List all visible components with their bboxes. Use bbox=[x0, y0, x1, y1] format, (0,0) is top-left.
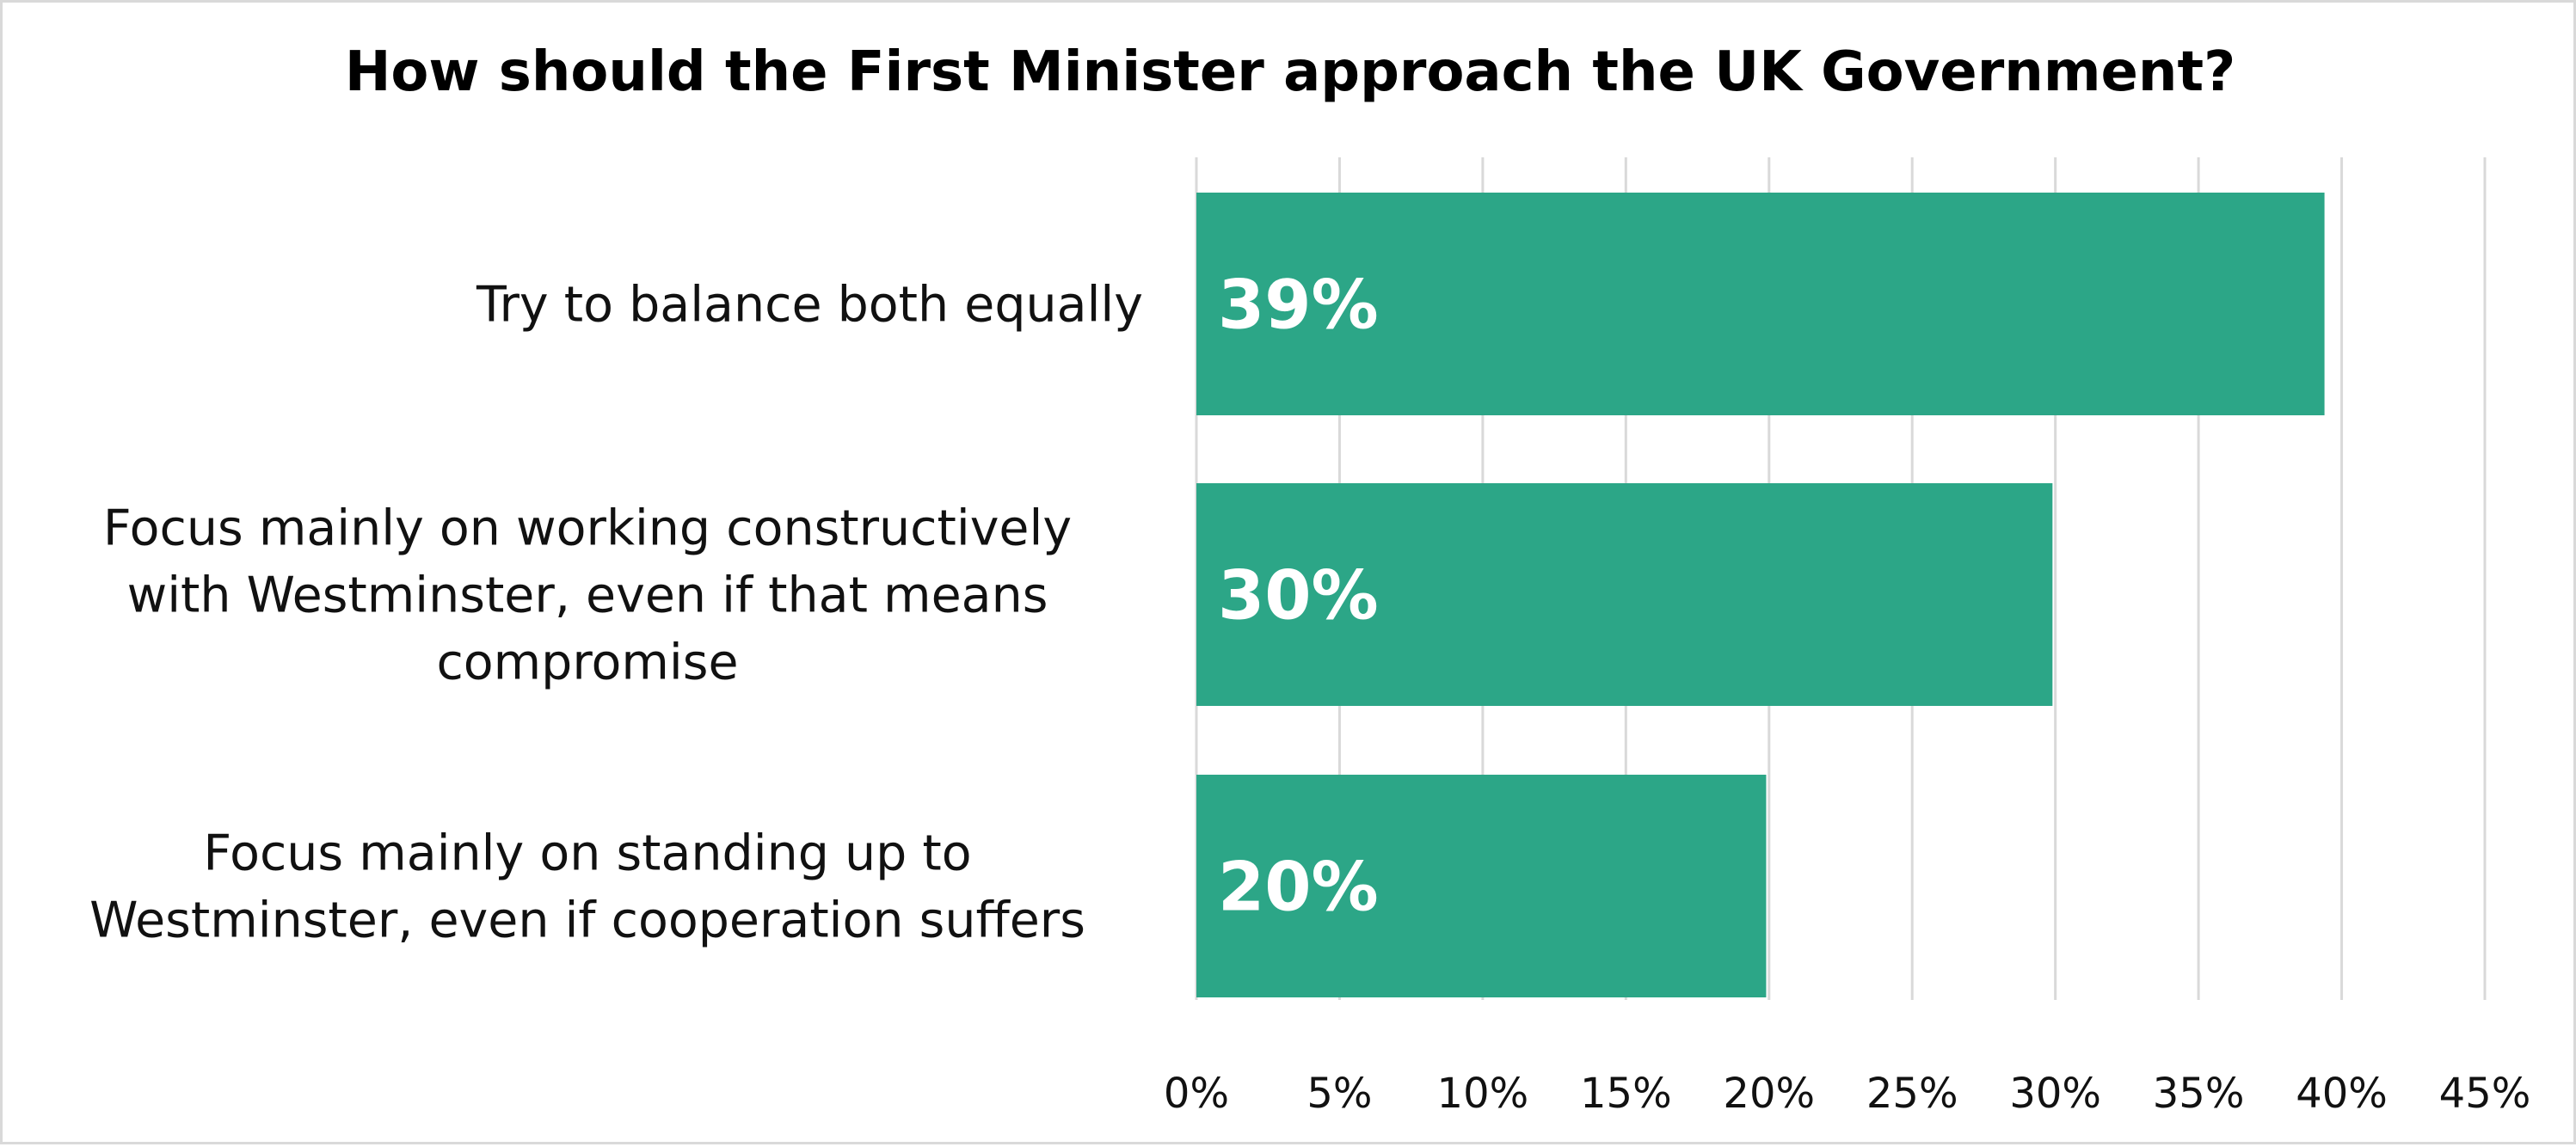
data-label: 30% bbox=[1218, 558, 1379, 635]
x-tick-label: 40% bbox=[2296, 1070, 2388, 1118]
x-tick-label: 35% bbox=[2153, 1070, 2245, 1118]
bar-chart: How should the First Minister approach t… bbox=[89, 40, 2530, 1118]
category-label: Try to balance both equally bbox=[476, 277, 1143, 334]
x-tick-label: 45% bbox=[2439, 1070, 2531, 1118]
category-label: Focus mainly on working constructively wi… bbox=[103, 500, 1072, 691]
x-axis-tick-labels: 0% 5% 10% 15% 20% 25% 30% 35% 40% 45% bbox=[1164, 1070, 2530, 1118]
chart-title: How should the First Minister approach t… bbox=[345, 40, 2235, 104]
bar bbox=[1196, 483, 2053, 706]
x-tick-label: 15% bbox=[1580, 1070, 1672, 1118]
bar bbox=[1196, 775, 1767, 997]
bar bbox=[1196, 193, 2325, 415]
data-label: 39% bbox=[1218, 267, 1379, 345]
x-tick-label: 25% bbox=[1866, 1070, 1958, 1118]
x-tick-label: 5% bbox=[1306, 1070, 1372, 1118]
x-tick-label: 10% bbox=[1437, 1070, 1529, 1118]
x-tick-label: 30% bbox=[2009, 1070, 2101, 1118]
bars: 39% 30% 20% bbox=[1196, 193, 2325, 997]
x-tick-label: 20% bbox=[1723, 1070, 1815, 1118]
x-tick-label: 0% bbox=[1164, 1070, 1229, 1118]
category-labels: Try to balance both equally Focus mainly … bbox=[89, 277, 1143, 949]
category-label: Focus mainly on standing up to Westminste… bbox=[89, 825, 1085, 949]
data-label: 20% bbox=[1218, 850, 1379, 927]
